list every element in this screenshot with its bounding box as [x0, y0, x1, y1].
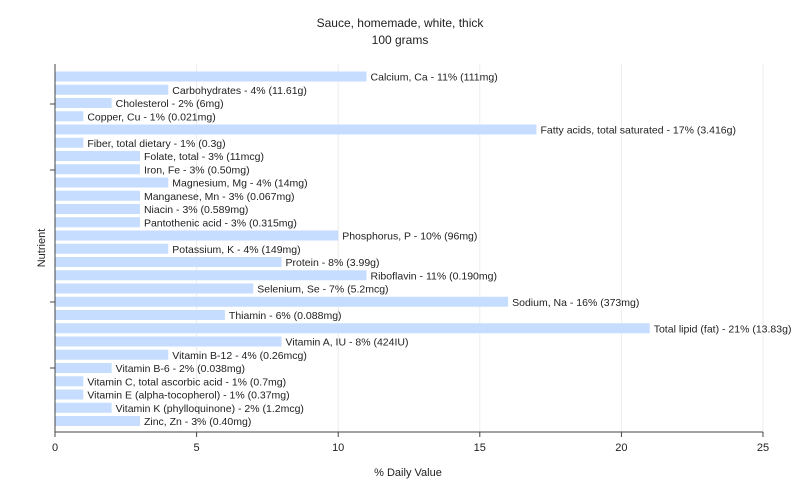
bar — [55, 376, 84, 387]
bars-group: Calcium, Ca - 11% (111mg) Carbohydrates -… — [55, 71, 792, 428]
x-axis-title: % Daily Value — [374, 467, 442, 479]
bar — [55, 389, 84, 400]
bar — [55, 190, 140, 201]
bar — [55, 416, 140, 426]
bar-label: Vitamin B-12 - 4% (0.26mcg) — [172, 350, 307, 362]
bar-label: Fatty acids, total saturated - 17% (3.41… — [540, 125, 736, 137]
bar — [55, 71, 367, 82]
bar — [55, 98, 112, 108]
bar-label: Potassium, K - 4% (149mg) — [172, 244, 300, 256]
x-tick-label: 10 — [332, 442, 344, 454]
bar-label: Vitamin B-6 - 2% (0.038mg) — [116, 363, 245, 375]
bar-label: Vitamin A, IU - 8% (424IU) — [286, 337, 409, 349]
bar-label: Cholesterol - 2% (6mg) — [116, 98, 224, 110]
bar — [55, 84, 169, 95]
bar-label: Fiber, total dietary - 1% (0.3g) — [87, 138, 225, 150]
bar — [55, 137, 84, 148]
bar — [55, 151, 140, 161]
bar-label: Niacin - 3% (0.589mg) — [144, 204, 248, 216]
bar-label: Thiamin - 6% (0.088mg) — [229, 310, 342, 322]
x-tick-label: 5 — [194, 442, 200, 454]
bar — [55, 164, 140, 175]
bar-label: Folate, total - 3% (11mcg) — [144, 151, 264, 163]
bar — [55, 204, 140, 214]
bar-label: Calcium, Ca - 11% (111mg) — [371, 72, 498, 84]
chart-subtitle: 100 grams — [372, 33, 429, 47]
bar — [55, 363, 112, 373]
bar — [55, 177, 169, 188]
bar-label: Carbohydrates - 4% (11.61g) — [172, 85, 307, 97]
bar — [55, 124, 537, 135]
bar — [55, 310, 225, 320]
bar-label: Magnesium, Mg - 4% (14mg) — [172, 178, 307, 190]
axes-group: 0 5 10 15 20 25 — [50, 64, 769, 454]
bar-label: Selenium, Se - 7% (5.2mcg) — [257, 284, 388, 296]
bar — [55, 349, 169, 360]
bar-label: Vitamin C, total ascorbic acid - 1% (0.7… — [87, 376, 286, 388]
bar — [55, 402, 112, 413]
bar-label: Sodium, Na - 16% (373mg) — [512, 297, 639, 309]
bar-label: Protein - 8% (3.99g) — [286, 257, 380, 269]
bar-label: Phosphorus, P - 10% (96mg) — [342, 231, 477, 243]
x-tick-label: 25 — [757, 442, 769, 454]
bar-label: Zinc, Zn - 3% (0.40mg) — [144, 416, 251, 428]
bar — [55, 323, 650, 334]
bar — [55, 243, 169, 254]
bar — [55, 230, 339, 241]
bar-label: Vitamin K (phylloquinone) - 2% (1.2mcg) — [116, 403, 304, 415]
x-tick-label: 15 — [474, 442, 486, 454]
chart-title: Sauce, homemade, white, thick — [317, 16, 485, 30]
bar-label: Manganese, Mn - 3% (0.067mg) — [144, 191, 295, 203]
y-axis-title: Nutrient — [36, 229, 48, 268]
bar — [55, 283, 254, 294]
bar — [55, 111, 84, 122]
x-tick-label: 0 — [52, 442, 58, 454]
bar-label: Riboflavin - 11% (0.190mg) — [371, 270, 497, 282]
bar-label: Vitamin E (alpha-tocopherol) - 1% (0.37m… — [87, 390, 289, 402]
bar — [55, 336, 282, 347]
bar-label: Copper, Cu - 1% (0.021mg) — [87, 111, 215, 123]
x-tick-label: 20 — [615, 442, 627, 454]
bar-label: Total lipid (fat) - 21% (13.83g) — [654, 323, 792, 335]
bar — [55, 270, 367, 281]
bar — [55, 217, 140, 228]
bar — [55, 257, 282, 267]
bar-label: Iron, Fe - 3% (0.50mg) — [144, 164, 250, 176]
bar — [55, 296, 509, 307]
bar-label: Pantothenic acid - 3% (0.315mg) — [144, 217, 297, 229]
